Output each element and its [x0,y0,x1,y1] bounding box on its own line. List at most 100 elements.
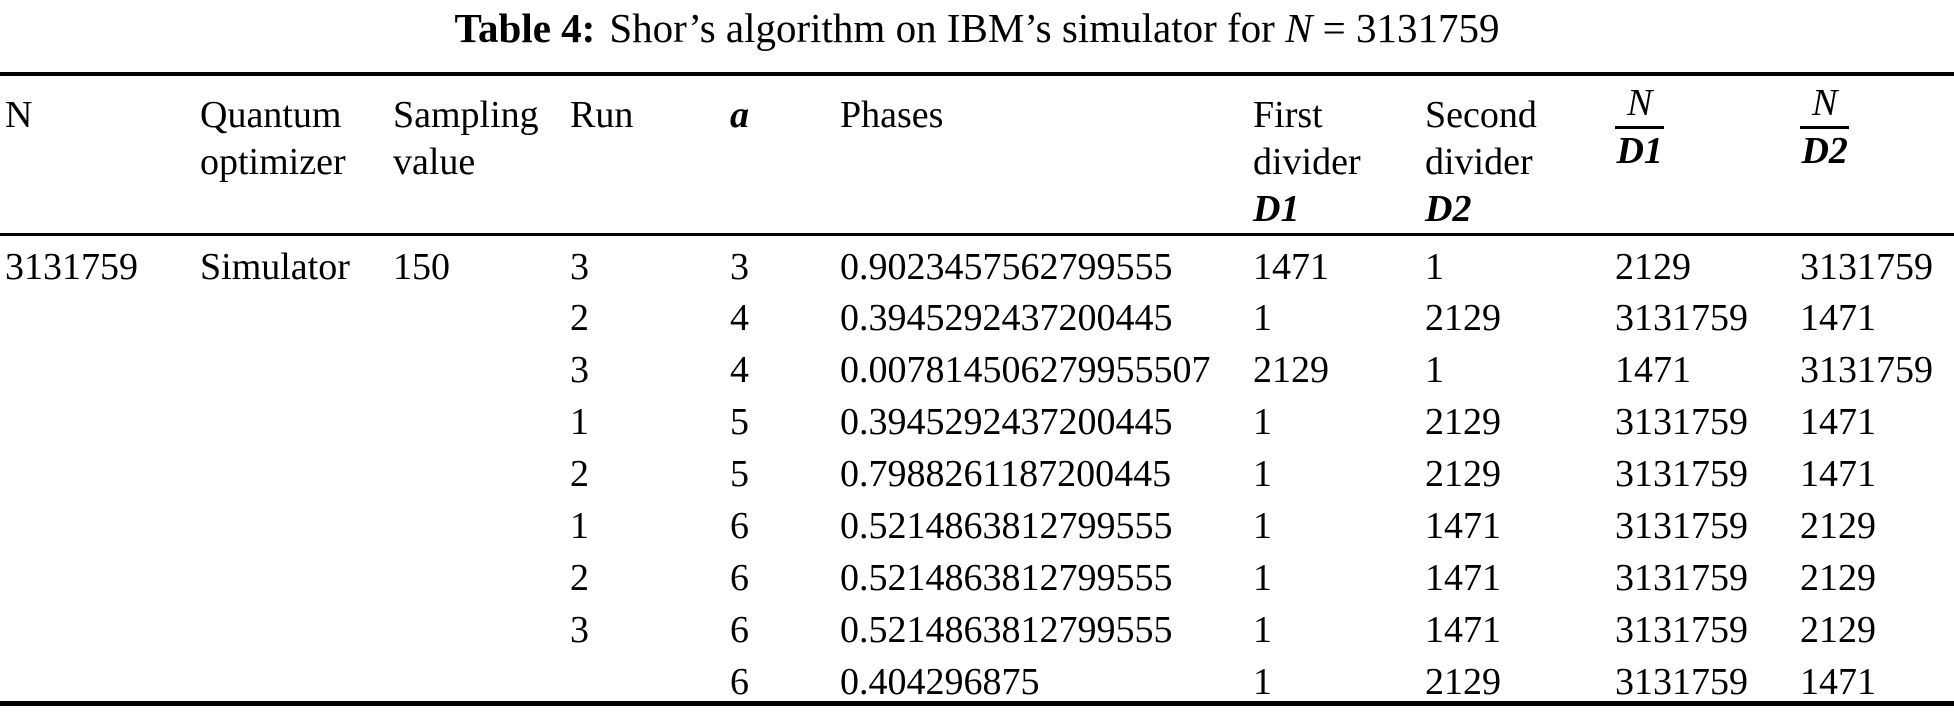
header-n-label: N [5,94,33,136]
cell-n-over-d1: 1471 [1615,348,1691,391]
cell-first-divider-d1: 1 [1253,660,1272,703]
table-row: 3 6 0.5214863812799555 1 1471 3131759 2129 [0,599,1954,651]
cell-run: 3 [570,246,589,288]
cell-phases: 0.9023457562799555 [840,246,1173,288]
caption-text: Shor’s algorithm on IBM’s simulator for [609,5,1286,51]
cell-run: 1 [570,504,589,547]
cell-sampling-value [393,287,570,339]
header-sampling-value: Sampling value [393,74,570,236]
header-line: D1 [1253,188,1300,230]
cell-n-over-d1: 3131759 [1615,400,1748,443]
cell-first-divider-d1: 1 [1253,296,1272,339]
table-row: 3131759 Simulator 150 3 3 0.9023457562799555 1… [0,235,1954,287]
cell-quantum-optimizer [200,339,393,391]
cell-second-divider-d2: 1 [1425,246,1444,288]
table-row: 1 5 0.3945292437200445 1 2129 3131759 1471 [0,391,1954,443]
header-n-over-d1: N D1 [1615,74,1800,236]
cell-n-over-d2: 1471 [1800,452,1876,495]
header-line: divider [1253,141,1361,183]
table-row: 3 4 0.007814506279955507 2129 1 1471 3131759 [0,339,1954,391]
fraction-numerator: N [1615,84,1665,129]
cell-second-divider-d2: 1471 [1425,504,1501,547]
cell-n-over-d2: 1471 [1800,400,1876,443]
cell-quantum-optimizer [200,391,393,443]
header-phases: Phases [840,74,1253,236]
cell-phases: 0.404296875 [840,660,1040,703]
table-body: 3131759 Simulator 150 3 3 0.9023457562799555 1… [0,235,1954,704]
cell-phases: 0.3945292437200445 [840,296,1173,339]
cell-a: 4 [730,296,749,339]
header-second-divider: Second divider D2 [1425,74,1615,236]
cell-n [0,495,200,547]
cell-n-over-d2: 3131759 [1800,348,1933,391]
cell-a: 5 [730,452,749,495]
cell-second-divider-d2: 2129 [1425,296,1501,339]
cell-run: 3 [570,348,589,391]
cell-n [0,599,200,651]
table-header: N Quantum optimizer Sampling value Run a… [0,74,1954,236]
caption-tail: = 3131759 [1312,5,1500,51]
cell-run: 2 [570,296,589,339]
cell-n [0,443,200,495]
cell-first-divider-d1: 1471 [1253,246,1329,288]
header-row: N Quantum optimizer Sampling value Run a… [0,74,1954,236]
cell-n-over-d2: 2129 [1800,556,1876,599]
cell-a: 4 [730,348,749,391]
cell-phases: 0.5214863812799555 [840,556,1173,599]
cell-a: 6 [730,504,749,547]
cell-a: 6 [730,660,749,703]
cell-quantum-optimizer [200,599,393,651]
cell-sampling-value [393,495,570,547]
header-first-divider: First divider D1 [1253,74,1425,236]
cell-sampling-value [393,339,570,391]
header-line: Second [1425,94,1537,136]
cell-n-over-d2: 3131759 [1800,246,1933,288]
header-line: value [393,141,476,183]
table-caption: Table 4: Shor’s algorithm on IBM’s simula… [0,0,1954,72]
cell-n [0,547,200,599]
cell-quantum-optimizer [200,651,393,704]
cell-n-over-d1: 3131759 [1615,504,1748,547]
cell-quantum-optimizer [200,443,393,495]
cell-first-divider-d1: 1 [1253,504,1272,547]
cell-first-divider-d1: 1 [1253,400,1272,443]
header-line: Quantum [200,94,342,136]
cell-second-divider-d2: 2129 [1425,452,1501,495]
cell-first-divider-d1: 1 [1253,452,1272,495]
cell-sampling-value [393,443,570,495]
cell-first-divider-d1: 1 [1253,556,1272,599]
caption-label: Table 4: [454,5,596,51]
cell-n-over-d1: 3131759 [1615,608,1748,651]
cell-sampling-value [393,391,570,443]
header-line: Sampling [393,94,539,136]
cell-sampling-value [393,547,570,599]
header-line: optimizer [200,141,346,183]
header-line: divider [1425,141,1533,183]
cell-a: 6 [730,608,749,651]
cell-n-over-d1: 3131759 [1615,556,1748,599]
cell-n-over-d1: 3131759 [1615,660,1748,703]
caption-variable: N [1285,5,1313,51]
cell-sampling-value [393,651,570,704]
table-row: 2 5 0.7988261187200445 1 2129 3131759 1471 [0,443,1954,495]
header-a: a [730,74,840,236]
cell-quantum-optimizer [200,495,393,547]
cell-n-over-d2: 2129 [1800,608,1876,651]
cell-phases: 0.5214863812799555 [840,504,1173,547]
cell-n [0,391,200,443]
header-line: First [1253,94,1323,136]
cell-phases: 0.007814506279955507 [840,348,1211,391]
cell-a: 5 [730,400,749,443]
cell-phases: 0.5214863812799555 [840,608,1173,651]
table-row: 1 6 0.5214863812799555 1 1471 3131759 2129 [0,495,1954,547]
header-n-over-d2: N D2 [1800,74,1954,236]
cell-a: 3 [730,246,749,288]
cell-quantum-optimizer [200,287,393,339]
fraction-denominator: D2 [1801,129,1848,172]
cell-quantum-optimizer: Simulator [200,246,350,288]
header-line: Run [570,94,634,136]
cell-second-divider-d2: 2129 [1425,660,1501,703]
table-row: 2 6 0.5214863812799555 1 1471 3131759 2129 [0,547,1954,599]
fraction-denominator: D1 [1616,129,1663,172]
cell-first-divider-d1: 1 [1253,608,1272,651]
